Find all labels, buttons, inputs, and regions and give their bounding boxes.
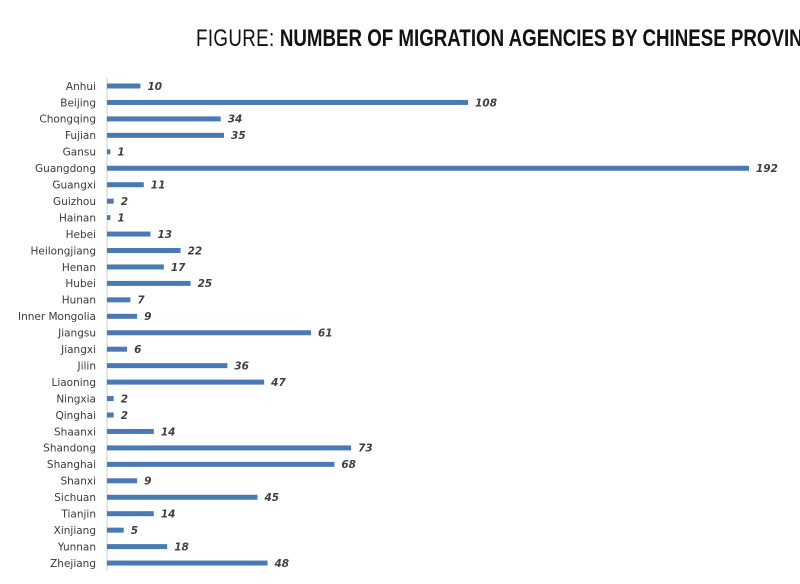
bar-hunan [107,297,131,303]
bar-fujian [107,132,225,138]
value-label-jilin: 36 [234,360,249,372]
value-label-shandong: 73 [358,443,373,455]
category-label-hainan: Hainan [59,212,96,224]
value-label-tianjin: 14 [161,509,176,521]
chart-title: FIGURE: NUMBER OF MIGRATION AGENCIES BY … [196,24,800,54]
category-label-liaoning: Liaoning [51,377,96,389]
value-label-heilongjiang: 22 [188,245,203,257]
value-label-jiangxi: 6 [134,344,141,356]
category-label-henan: Henan [62,262,96,274]
bar-tianjin [107,511,154,517]
category-label-hunan: Hunan [62,295,96,307]
bar-inner-mongolia [107,313,138,319]
category-label-sichuan: Sichuan [54,492,96,504]
bar-liaoning [107,379,265,385]
bar-shanxi [107,478,138,484]
value-label-fujian: 35 [231,130,246,142]
bar-jiangsu [107,330,311,336]
category-label-inner-mongolia: Inner Mongolia [18,311,96,323]
value-label-chongqing: 34 [228,114,243,126]
category-label-qinghai: Qinghai [55,410,96,422]
value-label-shaanxi: 14 [161,426,176,438]
chart-title-main: NUMBER OF MIGRATION AGENCIES BY CHINESE … [279,25,800,52]
value-label-henan: 17 [171,262,186,274]
bar-guangxi [107,182,144,188]
category-label-hebei: Hebei [66,229,96,241]
bar-shanghai [107,461,335,467]
bar-hainan [107,215,111,221]
value-label-ningxia: 2 [121,393,128,405]
value-label-guangdong: 192 [756,163,778,175]
value-label-guizhou: 2 [121,196,128,208]
category-label-shanghai: Shanghai [47,459,96,471]
value-label-zhejiang: 48 [274,558,290,570]
bar-xinjiang [107,527,124,533]
bar-yunnan [107,544,168,550]
category-label-chongqing: Chongqing [39,114,96,126]
category-label-guangxi: Guangxi [52,180,96,192]
bar-ningxia [107,396,114,402]
bar-qinghai [107,412,114,418]
category-label-gansu: Gansu [63,147,96,159]
value-label-shanghai: 68 [341,459,356,471]
value-label-inner-mongolia: 9 [144,311,151,323]
category-label-jilin: Jilin [76,360,96,372]
category-label-shanxi: Shanxi [60,476,96,488]
category-label-guizhou: Guizhou [53,196,96,208]
category-label-hubei: Hubei [65,278,96,290]
category-label-jiangsu: Jiangsu [57,328,96,340]
value-label-shanxi: 9 [144,476,151,488]
bar-gansu [107,149,111,155]
category-label-tianjin: Tianjin [60,509,96,521]
bar-guizhou [107,198,114,204]
category-label-anhui: Anhui [66,81,96,93]
value-label-sichuan: 45 [263,492,279,504]
bar-henan [107,264,164,270]
category-label-heilongjiang: Heilongjiang [30,245,96,257]
category-label-beijing: Beijing [60,97,96,109]
category-label-xinjiang: Xinjiang [54,525,96,537]
value-label-hunan: 7 [137,295,145,307]
category-label-ningxia: Ningxia [56,393,96,405]
chart-title-prefix: FIGURE: [196,25,275,52]
bar-hubei [107,280,191,286]
bar-jilin [107,363,228,369]
bar-chongqing [107,116,221,122]
value-label-qinghai: 2 [121,410,128,422]
value-label-beijing: 108 [475,97,497,109]
category-label-guangdong: Guangdong [35,163,96,175]
bar-jiangxi [107,346,128,352]
bar-hebei [107,231,151,237]
category-label-jiangxi: Jiangxi [60,344,96,356]
value-label-liaoning: 47 [270,377,286,389]
value-label-hebei: 13 [157,229,172,241]
value-label-yunnan: 18 [174,541,189,553]
value-label-xinjiang: 5 [131,525,138,537]
bars-group: Anhui 10 Beijing 108 Chongqing 34 Fujian 35 Gans… [18,81,778,570]
bar-guangdong [107,165,749,171]
category-label-shandong: Shandong [43,443,96,455]
value-label-hubei: 25 [198,278,213,290]
bar-heilongjiang [107,248,181,253]
category-label-shaanxi: Shaanxi [54,426,96,438]
value-label-gansu: 1 [117,147,124,159]
category-label-fujian: Fujian [65,130,96,142]
bar-beijing [107,99,469,105]
bar-shandong [107,445,352,451]
category-label-zhejiang: Zhejiang [50,558,96,570]
bar-anhui [107,83,141,89]
value-label-jiangsu: 61 [318,328,333,340]
category-label-yunnan: Yunnan [57,541,96,553]
value-label-hainan: 1 [117,212,124,224]
bar-shaanxi [107,428,154,434]
bar-sichuan [107,494,258,500]
value-label-anhui: 10 [147,81,162,93]
bar-zhejiang [107,560,268,566]
value-label-guangxi: 11 [151,180,166,192]
